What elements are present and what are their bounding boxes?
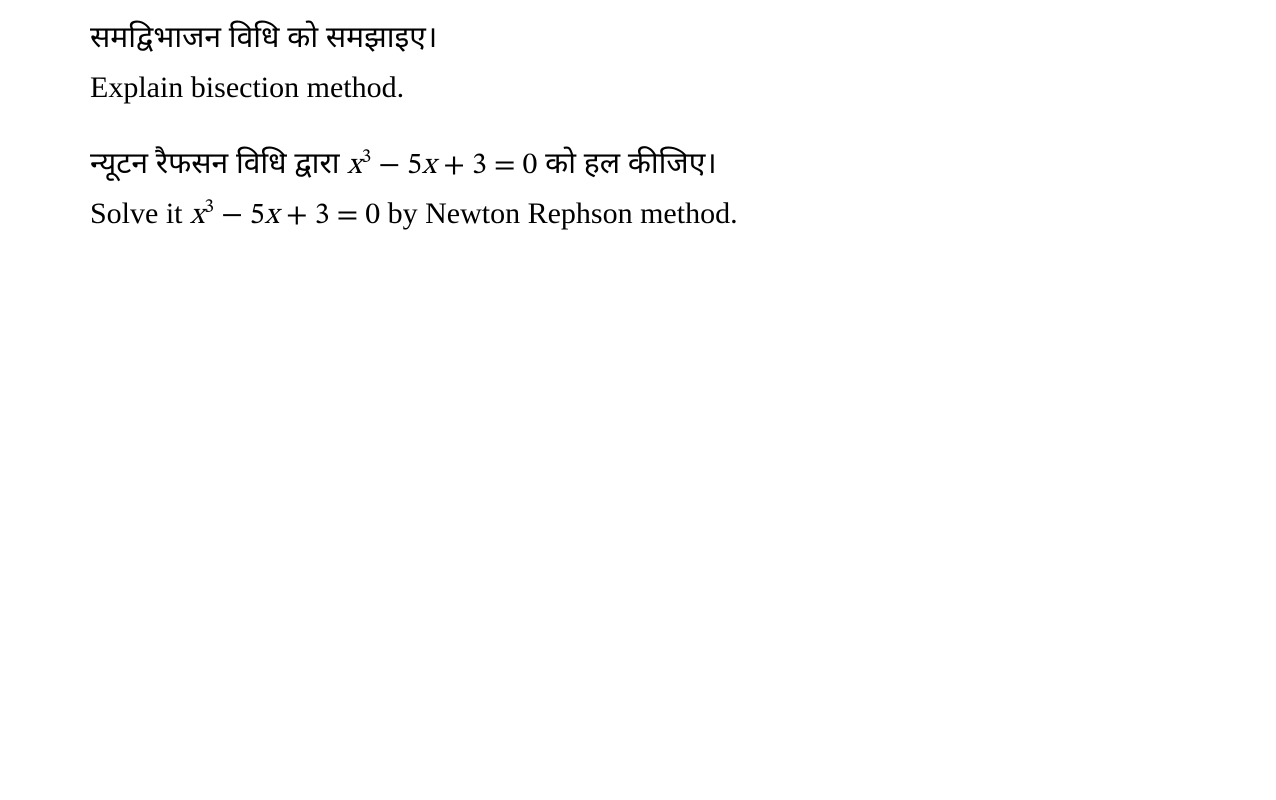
q2-equation-hindi: x3 − 5x + 3 = 0: [347, 151, 537, 181]
document-page: समद्विभाजन विधि को समझाइए। Explain bisec…: [0, 0, 1276, 239]
q1-english: Explain bisection method.: [90, 65, 1276, 112]
q2-equation-english: x3 − 5x + 3 = 0: [190, 201, 380, 231]
q2-hindi: न्यूटन रैफसन विधि द्वारा x3 − 5x + 3 = 0…: [90, 143, 1276, 191]
q2-english: Solve it x3 − 5x + 3 = 0 by Newton Rephs…: [90, 191, 1276, 240]
q2-hindi-suffix: को हल कीजिए।: [537, 147, 716, 186]
q2-english-suffix: by Newton Rephson method.: [380, 197, 737, 230]
question-1: समद्विभाजन विधि को समझाइए। Explain bisec…: [90, 18, 1276, 111]
question-2: न्यूटन रैफसन विधि द्वारा x3 − 5x + 3 = 0…: [90, 143, 1276, 239]
q1-hindi: समद्विभाजन विधि को समझाइए।: [90, 18, 1276, 65]
q2-hindi-prefix: न्यूटन रैफसन विधि द्वारा: [90, 147, 347, 186]
q2-english-prefix: Solve it: [90, 197, 190, 230]
